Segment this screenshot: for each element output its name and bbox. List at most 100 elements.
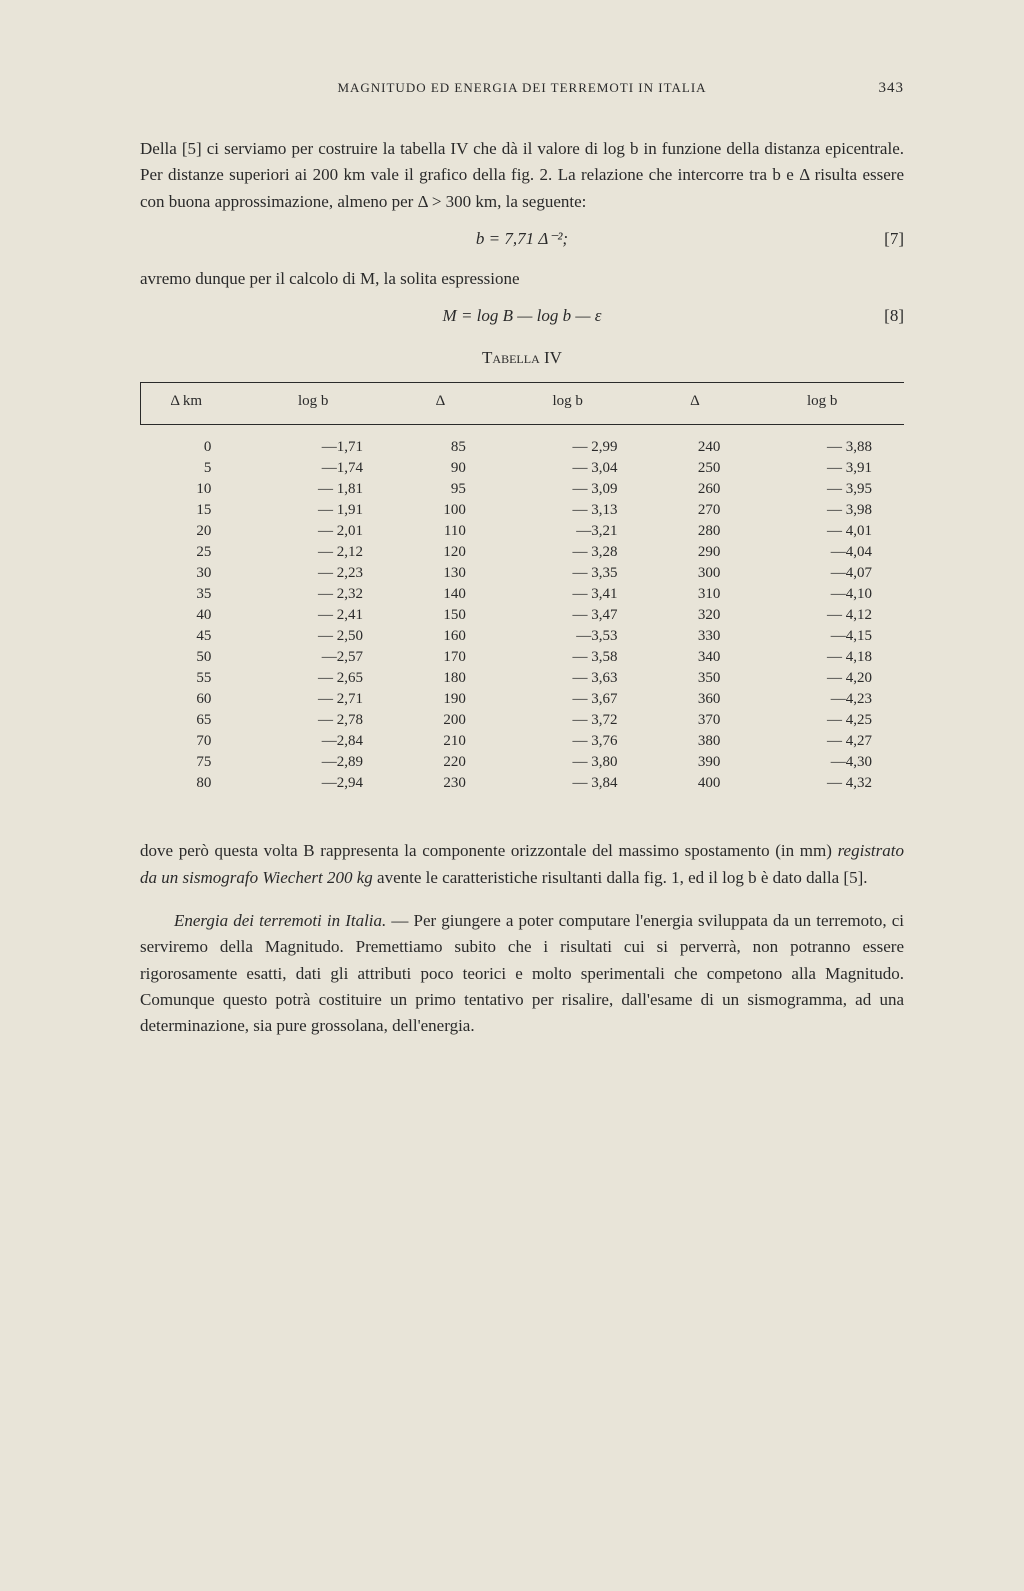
table-cell: 130 bbox=[395, 563, 486, 584]
table-cell: —2,84 bbox=[231, 731, 395, 752]
table-cell: — 3,80 bbox=[486, 752, 650, 773]
table-cell: —3,53 bbox=[486, 626, 650, 647]
table-cell: — 3,47 bbox=[486, 605, 650, 626]
table-cell: 350 bbox=[649, 668, 740, 689]
para4-title: Energia dei terremoti in Italia. bbox=[174, 911, 386, 930]
table-cell: 170 bbox=[395, 647, 486, 668]
table-cell: 220 bbox=[395, 752, 486, 773]
table-header: log b bbox=[231, 383, 395, 425]
table-cell: —2,89 bbox=[231, 752, 395, 773]
table-cell: 370 bbox=[649, 710, 740, 731]
formula-1: b = 7,71 Δ⁻²; [7] bbox=[140, 229, 904, 249]
table-cell: 95 bbox=[395, 479, 486, 500]
table-cell: — 2,50 bbox=[231, 626, 395, 647]
table-cell: 390 bbox=[649, 752, 740, 773]
table-header: log b bbox=[486, 383, 650, 425]
table-row: 35— 2,32140— 3,41310—4,10 bbox=[141, 584, 905, 605]
table-cell: — 4,32 bbox=[740, 773, 904, 806]
table-cell: — 3,04 bbox=[486, 458, 650, 479]
table-cell: 50 bbox=[141, 647, 232, 668]
table-cell: 75 bbox=[141, 752, 232, 773]
table-cell: — 3,84 bbox=[486, 773, 650, 806]
page-header: MAGNITUDO ED ENERGIA DEI TERREMOTI IN IT… bbox=[140, 80, 904, 96]
table-cell: — 3,95 bbox=[740, 479, 904, 500]
table-row: 80—2,94230— 3,84400— 4,32 bbox=[141, 773, 905, 806]
table-cell: — 1,91 bbox=[231, 500, 395, 521]
table-cell: — 3,28 bbox=[486, 542, 650, 563]
table-cell: — 3,63 bbox=[486, 668, 650, 689]
table-cell: — 3,41 bbox=[486, 584, 650, 605]
table-header-row: Δ km log b Δ log b Δ log b bbox=[141, 383, 905, 425]
table-body: 0—1,7185— 2,99240— 3,885—1,7490— 3,04250… bbox=[141, 425, 905, 807]
table-cell: 15 bbox=[141, 500, 232, 521]
table-cell: — 4,25 bbox=[740, 710, 904, 731]
table-cell: 0 bbox=[141, 425, 232, 459]
table-cell: — 3,58 bbox=[486, 647, 650, 668]
table-cell: 140 bbox=[395, 584, 486, 605]
table-caption: Tabella IV bbox=[140, 348, 904, 368]
table-header: Δ bbox=[395, 383, 486, 425]
table-cell: — 2,12 bbox=[231, 542, 395, 563]
table-cell: —4,07 bbox=[740, 563, 904, 584]
table-cell: — 3,35 bbox=[486, 563, 650, 584]
table-cell: 5 bbox=[141, 458, 232, 479]
formula-2-ref: [8] bbox=[884, 306, 904, 326]
table-row: 50—2,57170— 3,58340— 4,18 bbox=[141, 647, 905, 668]
table-cell: 380 bbox=[649, 731, 740, 752]
para3-post: avente le caratteristiche risultanti dal… bbox=[373, 868, 868, 887]
table-cell: —4,10 bbox=[740, 584, 904, 605]
formula-2-expr: M = log B — log b — ε bbox=[443, 306, 602, 325]
table-cell: — 3,09 bbox=[486, 479, 650, 500]
formula-1-expr: b = 7,71 Δ⁻²; bbox=[476, 229, 568, 248]
table-cell: 150 bbox=[395, 605, 486, 626]
paragraph-3: dove però questa volta B rappresenta la … bbox=[140, 838, 904, 891]
formula-2: M = log B — log b — ε [8] bbox=[140, 306, 904, 326]
table-cell: 40 bbox=[141, 605, 232, 626]
table-row: 65— 2,78200— 3,72370— 4,25 bbox=[141, 710, 905, 731]
table-cell: — 2,23 bbox=[231, 563, 395, 584]
table-cell: — 3,98 bbox=[740, 500, 904, 521]
para3-pre: dove però questa volta B rappresenta la … bbox=[140, 841, 838, 860]
table-cell: —2,57 bbox=[231, 647, 395, 668]
table-cell: 120 bbox=[395, 542, 486, 563]
table-cell: 260 bbox=[649, 479, 740, 500]
table-header: Δ bbox=[649, 383, 740, 425]
table-cell: 70 bbox=[141, 731, 232, 752]
table-cell: 25 bbox=[141, 542, 232, 563]
table-cell: — 3,67 bbox=[486, 689, 650, 710]
table-cell: 100 bbox=[395, 500, 486, 521]
table-cell: 200 bbox=[395, 710, 486, 731]
table-row: 5—1,7490— 3,04250— 3,91 bbox=[141, 458, 905, 479]
table-cell: 210 bbox=[395, 731, 486, 752]
table-cell: — 2,65 bbox=[231, 668, 395, 689]
table-cell: —4,15 bbox=[740, 626, 904, 647]
table-cell: — 2,78 bbox=[231, 710, 395, 731]
table-header: log b bbox=[740, 383, 904, 425]
table-cell: 30 bbox=[141, 563, 232, 584]
table-cell: —4,30 bbox=[740, 752, 904, 773]
table-header: Δ km bbox=[141, 383, 232, 425]
table-cell: —4,04 bbox=[740, 542, 904, 563]
table-cell: 20 bbox=[141, 521, 232, 542]
table-cell: 65 bbox=[141, 710, 232, 731]
table-row: 45— 2,50160—3,53330—4,15 bbox=[141, 626, 905, 647]
table-cell: 320 bbox=[649, 605, 740, 626]
formula-1-ref: [7] bbox=[884, 229, 904, 249]
table-cell: —4,23 bbox=[740, 689, 904, 710]
running-title: MAGNITUDO ED ENERGIA DEI TERREMOTI IN IT… bbox=[337, 80, 706, 95]
table-cell: 300 bbox=[649, 563, 740, 584]
table-cell: 10 bbox=[141, 479, 232, 500]
table-cell: — 3,76 bbox=[486, 731, 650, 752]
table-cell: — 3,13 bbox=[486, 500, 650, 521]
table-cell: —2,94 bbox=[231, 773, 395, 806]
table-cell: 35 bbox=[141, 584, 232, 605]
table-cell: — 2,41 bbox=[231, 605, 395, 626]
table-cell: 160 bbox=[395, 626, 486, 647]
table-cell: 45 bbox=[141, 626, 232, 647]
table-cell: 340 bbox=[649, 647, 740, 668]
page-number: 343 bbox=[879, 80, 905, 97]
table-cell: — 2,71 bbox=[231, 689, 395, 710]
table-row: 55— 2,65180— 3,63350— 4,20 bbox=[141, 668, 905, 689]
table-row: 60— 2,71190— 3,67360—4,23 bbox=[141, 689, 905, 710]
table-cell: — 4,27 bbox=[740, 731, 904, 752]
